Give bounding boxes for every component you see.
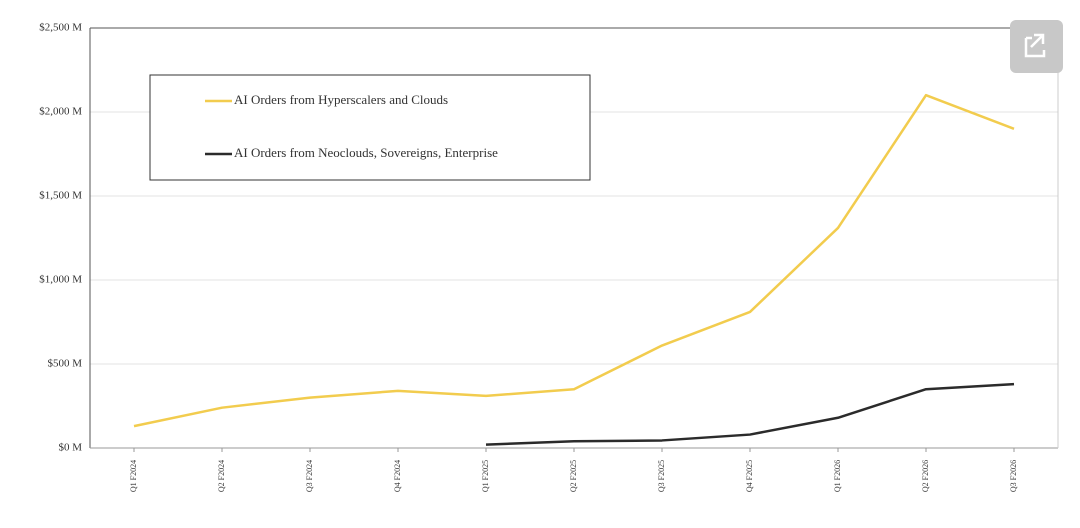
legend-label: AI Orders from Neoclouds, Sovereigns, En…	[234, 145, 498, 160]
x-tick-label: Q1 F2025	[481, 460, 490, 492]
expand-icon[interactable]	[1024, 33, 1046, 58]
x-tick-label: Q4 F2025	[745, 460, 754, 492]
legend-box	[149, 74, 591, 181]
x-tick-label: Q3 F2025	[657, 460, 666, 492]
x-tick-label: Q1 F2024	[129, 460, 138, 492]
x-tick-label: Q4 F2024	[393, 460, 402, 492]
y-tick-label: $2,000 M	[39, 106, 82, 118]
x-tick-label: Q2 F2024	[217, 460, 226, 492]
y-tick-label: $500 M	[47, 358, 82, 370]
y-tick-label: $1,000 M	[39, 274, 82, 286]
data-line	[133, 93, 1015, 428]
legend-label: AI Orders from Hyperscalers and Clouds	[234, 92, 448, 107]
expand-button[interactable]	[1010, 20, 1063, 73]
expand-button-bg[interactable]	[1010, 20, 1063, 73]
x-tick-label: Q2 F2026	[921, 460, 930, 492]
x-tick-label: Q3 F2024	[305, 460, 314, 492]
x-tick-label: Q2 F2025	[569, 460, 578, 492]
y-tick-label: $0 M	[58, 442, 82, 454]
x-tick-label: Q1 F2026	[833, 460, 842, 492]
y-tick-label: $2,500 M	[39, 22, 82, 34]
x-tick-label: Q3 F2026	[1009, 460, 1018, 492]
y-tick-label: $1,500 M	[39, 190, 82, 202]
data-line	[485, 382, 1015, 446]
